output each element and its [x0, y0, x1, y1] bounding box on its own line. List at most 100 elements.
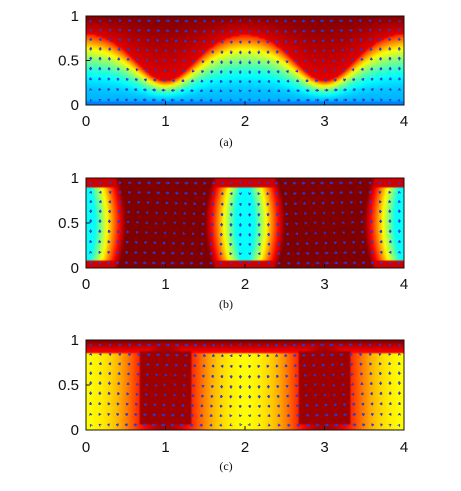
velocity-arrow-head	[248, 61, 252, 65]
velocity-arrow-head	[137, 363, 141, 366]
velocity-arrow-head	[143, 241, 147, 245]
velocity-arrow-head	[350, 220, 355, 224]
velocity-arrow-head	[98, 88, 102, 91]
velocity-arrow-head	[350, 372, 354, 376]
velocity-arrow-head	[138, 343, 142, 347]
velocity-arrow-head	[126, 67, 130, 71]
x-tick-label: 4	[400, 113, 408, 130]
velocity-arrow-head	[134, 251, 137, 255]
velocity-arrow-head	[388, 261, 392, 265]
velocity-arrow-head	[201, 374, 205, 378]
velocity-arrow-head	[362, 251, 365, 255]
velocity-arrow-head	[257, 385, 261, 389]
velocity-arrow-head	[88, 182, 92, 185]
velocity-arrow-head	[267, 89, 271, 93]
velocity-arrow-head	[324, 241, 328, 245]
velocity-arrow-head	[134, 88, 137, 92]
velocity-arrow-head	[397, 391, 401, 395]
velocity-arrow-head	[378, 181, 382, 185]
velocity-arrow-head	[126, 48, 130, 51]
velocity-arrow-head	[284, 40, 288, 43]
velocity-arrow-head	[118, 353, 122, 357]
velocity-arrow-head	[171, 403, 175, 407]
velocity-arrow-head	[248, 40, 252, 44]
velocity-arrow-head	[201, 394, 205, 398]
velocity-arrow-head	[171, 413, 174, 417]
velocity-arrow-head	[89, 56, 93, 60]
velocity-arrow-head	[388, 209, 392, 213]
velocity-arrow-head	[176, 181, 180, 185]
velocity-arrow-head	[220, 385, 224, 389]
velocity-arrow-head	[378, 362, 382, 366]
velocity-arrow-head	[147, 28, 151, 33]
velocity-arrow-head	[135, 58, 140, 62]
velocity-arrow-head	[185, 353, 188, 357]
velocity-arrow-head	[89, 381, 93, 384]
velocity-arrow-head	[293, 191, 296, 195]
velocity-arrow-head	[292, 19, 296, 23]
velocity-arrow-head	[146, 201, 150, 205]
velocity-arrow-head	[210, 233, 214, 236]
velocity-arrow-head	[229, 423, 233, 427]
velocity-arrow-head	[142, 423, 146, 427]
velocity-arrow-head	[117, 210, 121, 213]
velocity-arrow-head	[156, 39, 160, 43]
velocity-arrow-head	[332, 69, 336, 73]
velocity-arrow-head	[332, 59, 336, 63]
velocity-arrow-head	[320, 19, 323, 23]
velocity-arrow-head	[320, 343, 323, 347]
velocity-arrow-head	[116, 88, 120, 92]
velocity-arrow-head	[210, 60, 214, 64]
velocity-arrow-head	[388, 352, 392, 356]
velocity-arrow-head	[107, 98, 111, 102]
velocity-arrow-head	[379, 229, 383, 233]
x-tick-label: 2	[241, 439, 249, 456]
velocity-arrow-head	[193, 39, 197, 43]
velocity-arrow-head	[277, 423, 281, 427]
velocity-arrow-head	[183, 211, 186, 215]
velocity-arrow-head	[98, 391, 102, 395]
velocity-arrow-head	[342, 231, 345, 235]
velocity-arrow-head	[379, 402, 383, 406]
velocity-arrow-head	[219, 89, 223, 93]
velocity-arrow-head	[341, 221, 345, 225]
velocity-arrow-head	[117, 38, 121, 42]
velocity-arrow-head	[147, 191, 151, 195]
velocity-arrow-head	[292, 343, 296, 347]
velocity-arrow-head	[329, 19, 333, 23]
velocity-arrow-head	[126, 230, 130, 234]
velocity-arrow-head	[276, 223, 280, 227]
velocity-arrow-head	[199, 261, 203, 265]
velocity-arrow-head	[266, 223, 270, 227]
velocity-arrow-head	[125, 78, 129, 81]
velocity-arrow-head	[266, 213, 270, 217]
velocity-arrow-head	[89, 219, 93, 222]
velocity-arrow-head	[297, 261, 301, 265]
velocity-arrow-head	[257, 354, 261, 358]
velocity-arrow-head	[164, 49, 168, 53]
velocity-arrow-head	[173, 68, 176, 72]
velocity-arrow-head	[379, 381, 383, 385]
velocity-arrow-head	[248, 405, 252, 408]
velocity-arrow-head	[220, 19, 224, 23]
velocity-arrow-head	[89, 362, 93, 365]
velocity-arrow-head	[266, 181, 270, 185]
velocity-arrow-head	[229, 89, 233, 93]
velocity-arrow-head	[191, 384, 196, 388]
velocity-arrow-head	[297, 98, 301, 102]
velocity-arrow-head	[388, 28, 392, 32]
velocity-arrow-head	[378, 352, 382, 356]
velocity-arrow-head	[192, 374, 196, 378]
velocity-arrow-head	[368, 191, 372, 195]
velocity-arrow-head	[248, 354, 252, 358]
velocity-arrow-head	[174, 201, 178, 205]
velocity-arrow-head	[361, 78, 365, 81]
velocity-arrow-head	[313, 373, 317, 377]
velocity-arrow-head	[362, 413, 365, 417]
velocity-arrow-head	[173, 393, 176, 397]
velocity-arrow-head	[220, 192, 224, 196]
velocity-arrow-head	[108, 343, 112, 347]
velocity-arrow-head	[202, 364, 206, 368]
velocity-arrow-head	[257, 181, 261, 185]
velocity-arrow-head	[350, 58, 355, 62]
